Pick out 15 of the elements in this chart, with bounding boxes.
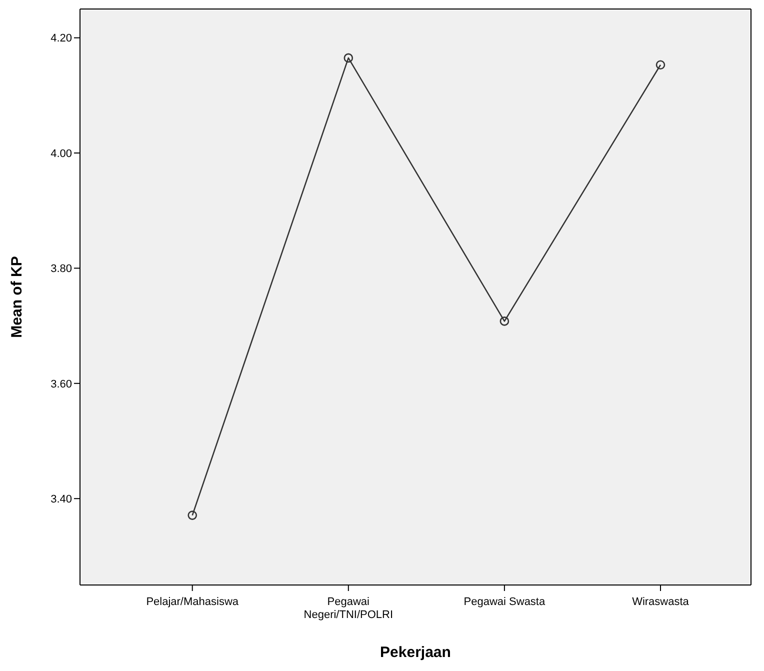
point — [500, 316, 510, 326]
y-tick-label: 3.40 — [50, 494, 72, 506]
x-tick-label: Pelajar/Mahasiswa — [146, 596, 240, 608]
x-tick-label: Wiraswasta — [632, 596, 690, 608]
x-tick-label: Pegawai Swasta — [464, 596, 546, 608]
point — [344, 53, 354, 63]
x-tick-label: Pegawai Negeri/TNI/POLRI — [304, 596, 394, 621]
point — [656, 60, 666, 70]
x-axis-title: Pekerjaan — [380, 644, 451, 661]
point — [188, 510, 198, 520]
y-tick-label: 4.00 — [50, 148, 72, 160]
y-tick-label: 3.80 — [50, 263, 72, 276]
y-axis-title: Mean of KP — [8, 256, 26, 338]
y-tick-label: 3.60 — [50, 378, 72, 390]
y-tick-label: 4.20 — [50, 32, 72, 45]
